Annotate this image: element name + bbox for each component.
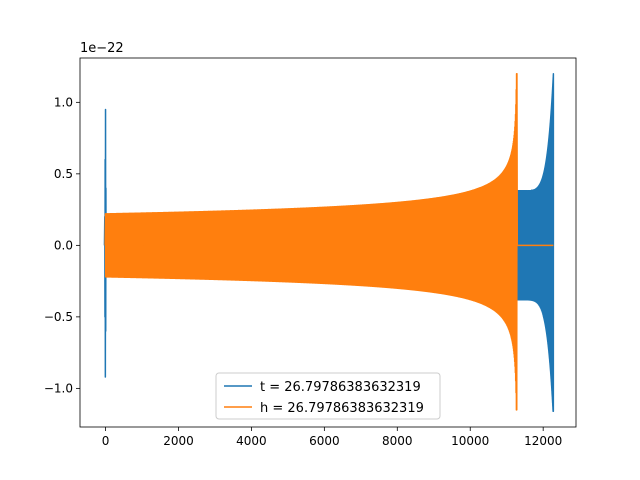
x-tick-label: 8000 [382,434,413,448]
legend-box [215,372,441,420]
y-axis-scale-label: 1e−22 [80,41,124,56]
y-tick-label: 1.0 [54,95,73,109]
axes-layer: 0 2000 4000 6000 8000 10000 12000 1.0 0.5 0.0 −0.5… [44,57,577,448]
x-tick-label: 12000 [524,434,562,448]
y-tick-label: 0.0 [54,238,73,252]
legend: t = 26.79786383632319 h = 26.797863836323… [215,372,441,420]
y-tick-label: −1.0 [44,381,73,395]
x-tick-label: 0 [102,434,110,448]
legend-label: t = 26.79786383632319 [260,380,421,395]
x-tick-label: 4000 [236,434,267,448]
series-layer [103,72,555,413]
y-tick-label: 0.5 [54,167,73,181]
series-line-h [104,72,554,411]
y-tick-label: −0.5 [44,310,73,324]
x-tick-label: 6000 [309,434,340,448]
axes-frame [79,57,577,428]
x-tick-label: 10000 [451,434,489,448]
x-tick-label: 2000 [163,434,194,448]
legend-label: h = 26.79786383632319 [260,401,424,416]
